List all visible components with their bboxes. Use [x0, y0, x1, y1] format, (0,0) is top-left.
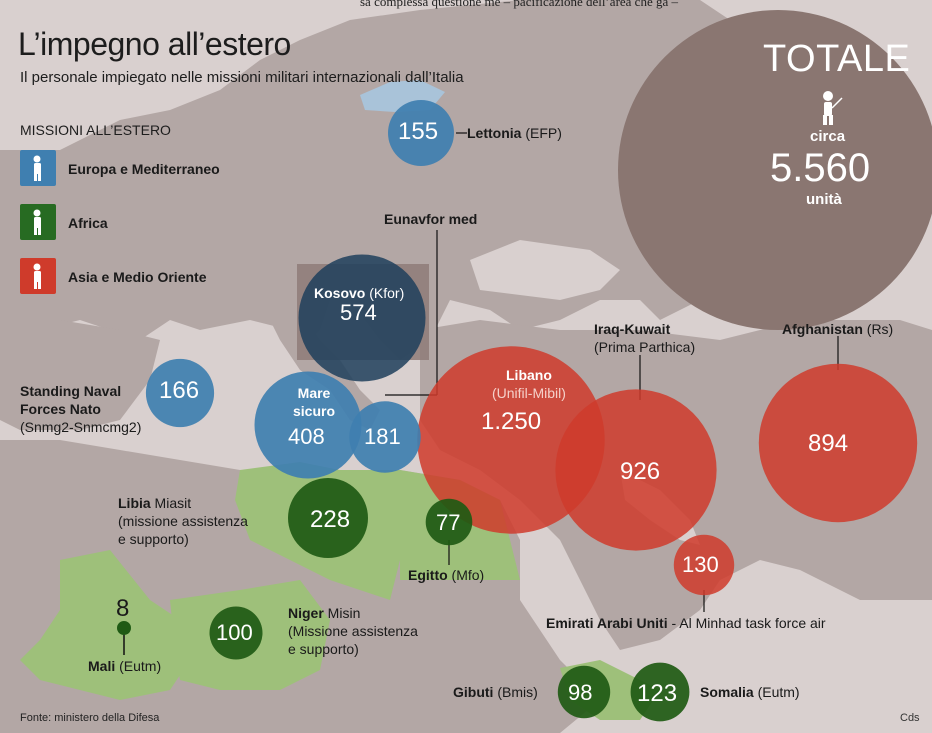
label-afghanistan: Afghanistan (Rs)	[782, 321, 894, 337]
afgh-value: 894	[808, 430, 849, 457]
soldier-icon	[33, 209, 41, 235]
eunavfor-value: 181	[364, 424, 401, 449]
bubble-standing-naval	[145, 358, 215, 428]
total-circle	[618, 10, 932, 330]
mare-value: 408	[288, 424, 325, 449]
label-eunavfor: Eunavfor med	[384, 211, 478, 227]
red-sea	[500, 520, 590, 670]
soldier-icon	[823, 91, 843, 125]
libano-value: 1.250	[481, 408, 542, 435]
gibuti-value: 98	[568, 680, 593, 705]
bubble-iraq	[555, 389, 717, 551]
legend-title: MISSIONI ALL’ESTERO	[20, 122, 171, 138]
bubble-emirati	[673, 534, 735, 596]
mali-land	[20, 550, 190, 700]
iberia-land	[0, 320, 160, 430]
egitto-value: 77	[436, 510, 461, 535]
europe-land	[0, 0, 830, 360]
label-egitto: Egitto (Mfo)	[408, 567, 485, 583]
total-unit: unità	[806, 191, 842, 208]
page-title: L’impegno all’estero	[18, 26, 291, 62]
bubble-niger	[209, 606, 263, 660]
niger-value: 100	[216, 620, 253, 645]
bubble-mare-sicuro	[254, 371, 362, 479]
label-lettonia: Lettonia (EFP)	[467, 125, 562, 141]
source-note: Fonte: ministero della Difesa	[20, 712, 160, 724]
page-subtitle: Il personale impiegato nelle missioni mi…	[20, 69, 464, 86]
legend-swatch-europe	[20, 150, 56, 186]
legend-swatch-asia	[20, 258, 56, 294]
lettonia-value: 155	[398, 118, 439, 145]
emirati-value: 130	[682, 552, 719, 577]
bubble-mali	[117, 621, 131, 635]
bubble-egitto	[425, 498, 473, 546]
bubble-eunavfor	[349, 401, 421, 473]
bubble-somalia	[630, 662, 690, 722]
credit: Cds	[900, 712, 920, 724]
label-libia: Libia Miasit (missione assistenza e suppor…	[118, 495, 248, 547]
total-value: 5.560	[770, 146, 871, 190]
bubble-lettonia	[388, 100, 454, 166]
label-gibuti: Gibuti (Bmis)	[453, 684, 538, 700]
bubble-afghanistan	[758, 363, 918, 523]
legend-label-europe: Europa e Mediterraneo	[68, 161, 220, 177]
bubble-gibuti	[557, 665, 611, 719]
soldier-icon	[33, 155, 41, 181]
label-somalia: Somalia (Eutm)	[700, 684, 800, 700]
total-heading: TOTALE	[763, 38, 911, 80]
total-prefix: circa	[810, 128, 846, 145]
bubble-kosovo	[298, 254, 426, 382]
somalia-value: 123	[637, 680, 678, 707]
black-sea	[470, 240, 620, 300]
iraq-value: 926	[620, 458, 661, 485]
label-mare-sicuro: Mare sicuro	[293, 385, 336, 419]
label-mali: Mali (Eutm)	[88, 658, 162, 674]
legend-label-asia: Asia e Medio Oriente	[68, 269, 207, 285]
legend-swatch-africa	[20, 204, 56, 240]
bubble-libia	[288, 478, 368, 558]
soldier-icon	[33, 263, 41, 289]
label-libano: Libano (Unifil-Mibil)	[492, 367, 566, 401]
label-emirati: Emirati Arabi Uniti - Al Minhad task for…	[546, 615, 826, 631]
label-naval: Standing Naval Forces Nato (Snmg2-Snmcmg2)	[20, 383, 142, 435]
naval-value: 166	[159, 377, 200, 404]
legend-label-africa: Africa	[68, 215, 108, 231]
label-iraq: Iraq-Kuwait (Prima Parthica)	[594, 321, 696, 355]
mission-bubbles	[117, 100, 918, 722]
label-niger: Niger Misin (Missione assistenza e support…	[288, 605, 418, 657]
libia-value: 228	[310, 506, 351, 533]
mali-value: 8	[116, 595, 130, 622]
label-kosovo: Kosovo (Kfor)	[314, 285, 405, 301]
top-text-strip: sa complessa questione me – pacificazion…	[360, 0, 678, 9]
kosovo-value: 574	[340, 300, 377, 325]
